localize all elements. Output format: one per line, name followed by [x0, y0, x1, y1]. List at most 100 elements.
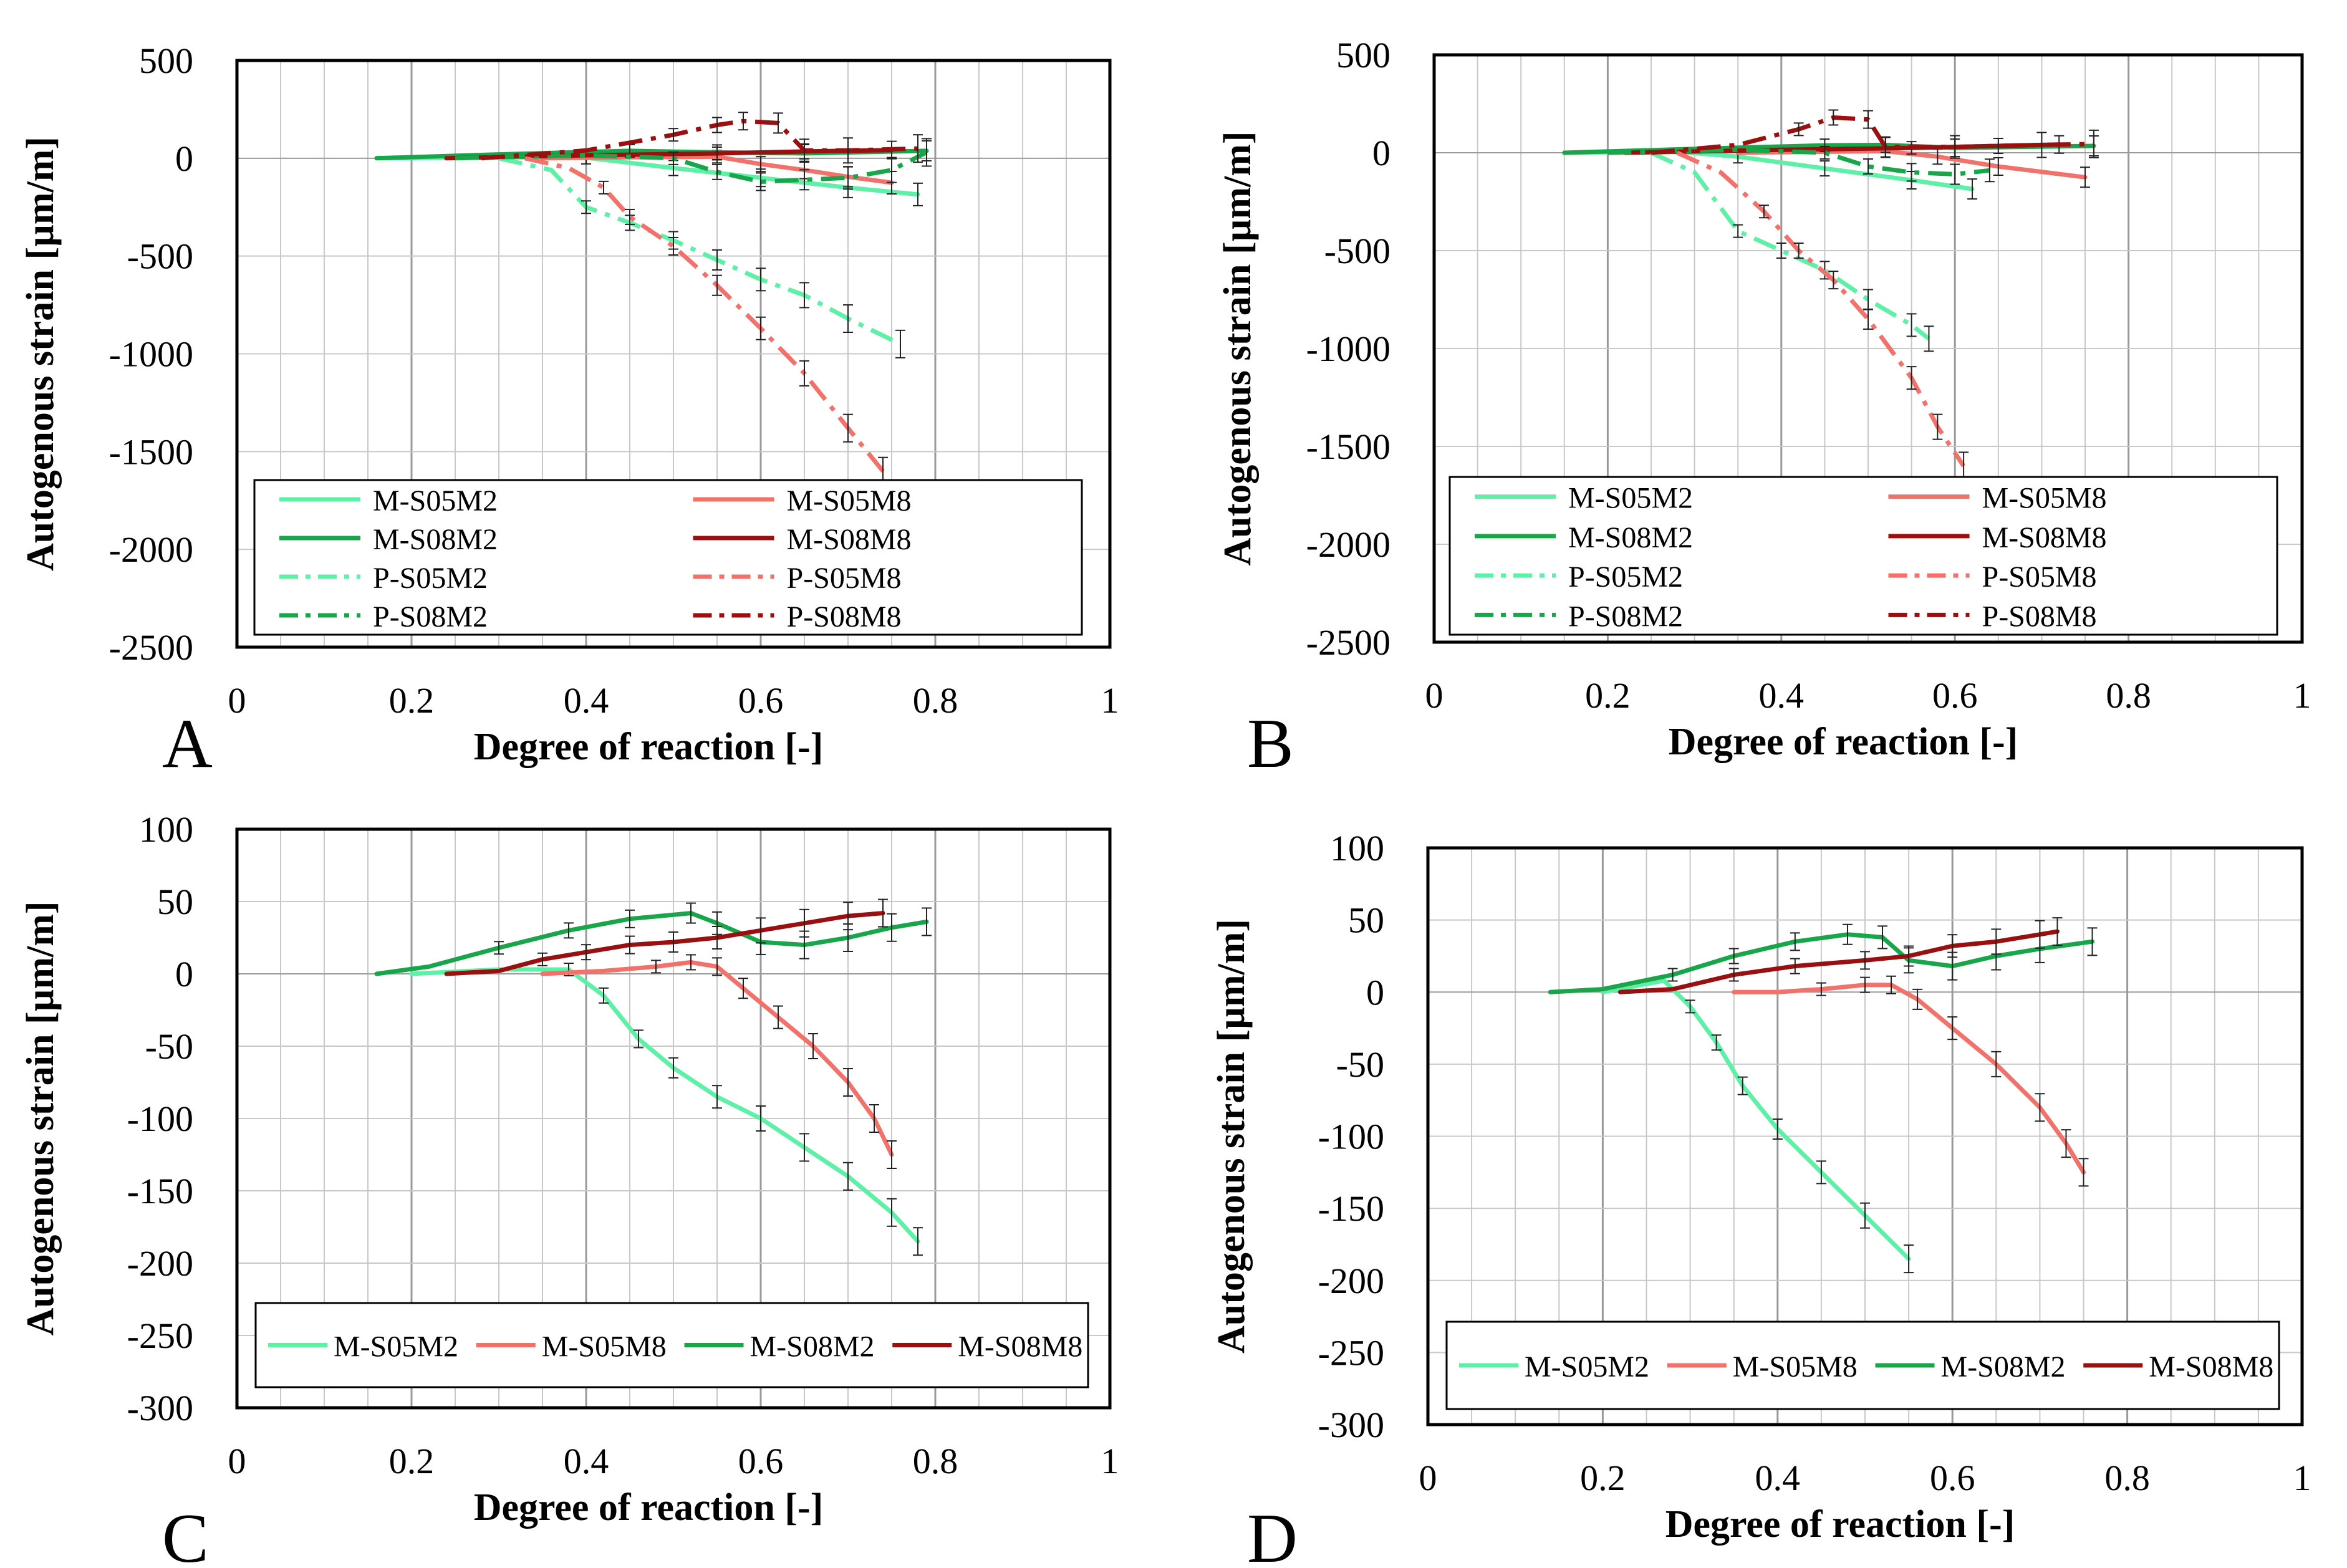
legend-label: M-S08M2: [1941, 1350, 2066, 1383]
legend-item: M-S08M2: [279, 523, 498, 556]
panel-c-plot: 0 0.2 0.4 0.6 0.8 1 100 50 0 -50 -100 -150 -200 -250 -…: [19, 809, 1119, 1529]
legend-label: P-S05M2: [373, 562, 488, 595]
error-bar: [1932, 413, 1943, 440]
error-bar: [799, 908, 809, 938]
error-bar: [1842, 923, 1853, 945]
error-bar: [1860, 976, 1870, 993]
y-axis-label: Autogenous strain [µm/m]: [1217, 131, 1259, 565]
legend-item: M-S08M8: [892, 1330, 1082, 1364]
error-bar: [922, 907, 932, 936]
error-bar: [2035, 920, 2045, 949]
legend-item: P-S08M8: [693, 600, 902, 633]
error-bar: [651, 960, 661, 974]
x-axis-label: Degree of reaction [-]: [474, 726, 824, 768]
error-bar: [686, 954, 696, 971]
error-bar: [1711, 1034, 1722, 1051]
error-bar: [712, 1085, 722, 1109]
legend-label: M-S08M8: [1982, 521, 2107, 554]
y-tick-label: -50: [1336, 1044, 1384, 1085]
series-line-p-s08m2: [455, 150, 928, 184]
error-bar: [1728, 948, 1739, 964]
error-bar: [537, 952, 547, 966]
error-bar: [843, 413, 853, 443]
legend-item: P-S05M8: [693, 562, 902, 595]
legend-item: M-S08M8: [1888, 521, 2107, 554]
series-line-p-s05m2: [498, 156, 902, 346]
error-bar: [799, 1133, 809, 1162]
error-bar: [712, 163, 722, 180]
error-bar: [1904, 1244, 1914, 1274]
y-tick-label: -2000: [109, 529, 193, 570]
y-tick-label: 0: [1372, 133, 1390, 173]
error-bar: [625, 909, 635, 928]
y-tick-label: 100: [139, 809, 193, 850]
series-line-m-s08m2: [374, 911, 929, 976]
error-bar: [1819, 146, 1830, 160]
y-tick-label: -300: [127, 1388, 193, 1428]
error-bar: [799, 282, 809, 309]
error-bar: [625, 935, 635, 955]
y-tick-label: -250: [1318, 1332, 1384, 1373]
error-bar: [668, 151, 678, 165]
x-tick-label: 0.4: [564, 1441, 609, 1481]
error-bar: [1993, 156, 2003, 176]
error-bar: [712, 926, 722, 950]
error-bar: [843, 166, 853, 190]
error-bar: [756, 917, 766, 944]
y-tick-label: -150: [1318, 1188, 1384, 1229]
legend-item: M-S05M8: [1667, 1350, 1858, 1383]
error-bar: [913, 1227, 923, 1256]
legend-label: M-S05M8: [787, 484, 912, 517]
y-tick-label: -100: [1318, 1117, 1384, 1157]
legend-item: P-S05M2: [279, 562, 488, 595]
legend-label: M-S05M2: [373, 484, 498, 517]
legend-label: M-S05M8: [542, 1330, 667, 1364]
x-tick-label: 0.8: [2106, 675, 2151, 716]
error-bar: [625, 208, 635, 225]
y-tick-label: -2500: [1306, 622, 1390, 663]
error-bar: [738, 978, 748, 999]
error-bar: [1880, 136, 1891, 158]
error-bar: [1991, 1051, 2002, 1077]
error-bar: [887, 156, 897, 183]
error-bar: [1950, 135, 1960, 159]
legend-item: P-S05M8: [1888, 560, 2097, 594]
legend-item: M-S08M8: [693, 523, 912, 556]
error-bar: [2035, 1093, 2045, 1122]
legend-item: M-S05M2: [1475, 482, 1693, 515]
series-line-m-s08m2: [1548, 932, 2094, 994]
legend-item: M-S08M2: [1875, 1350, 2066, 1383]
error-bar: [1816, 1160, 1826, 1185]
x-tick-label: 0.2: [1580, 1458, 1626, 1498]
error-bar: [1924, 325, 1934, 352]
y-axis-label: Autogenous strain [µm/m]: [19, 901, 62, 1335]
error-bar: [887, 1140, 897, 1169]
error-bar: [895, 329, 905, 358]
error-bar: [913, 134, 923, 163]
error-bar: [712, 957, 722, 976]
legend-label: M-S08M2: [1568, 521, 1693, 554]
x-tick-label: 0.8: [913, 680, 958, 721]
error-bar: [668, 128, 678, 142]
error-bar: [712, 274, 722, 296]
error-bar: [756, 1105, 766, 1132]
error-bar: [1790, 932, 1800, 951]
error-bar: [799, 138, 809, 163]
y-tick-label: -1500: [1306, 426, 1390, 467]
error-bar: [913, 182, 923, 206]
legend-item: M-S05M8: [476, 1330, 667, 1364]
y-tick-label: -2500: [109, 627, 193, 668]
y-tick-label: -500: [1324, 231, 1390, 271]
error-bar: [843, 304, 853, 334]
y-tick-label: -200: [127, 1243, 193, 1284]
error-bar: [1906, 366, 1917, 390]
error-bar: [1863, 110, 1873, 129]
error-bar: [1828, 271, 1839, 290]
legend-item: M-S05M8: [1888, 482, 2107, 515]
x-tick-label: 0.4: [564, 680, 609, 721]
error-bar: [2087, 927, 2098, 956]
y-tick-label: 50: [1348, 900, 1384, 941]
x-tick-label: 0.8: [913, 1441, 958, 1481]
panel-d: 0 0.2 0.4 0.6 0.8 1 100 50 0 -50 -100 -150 -200 -250 -…: [1210, 828, 2311, 1568]
